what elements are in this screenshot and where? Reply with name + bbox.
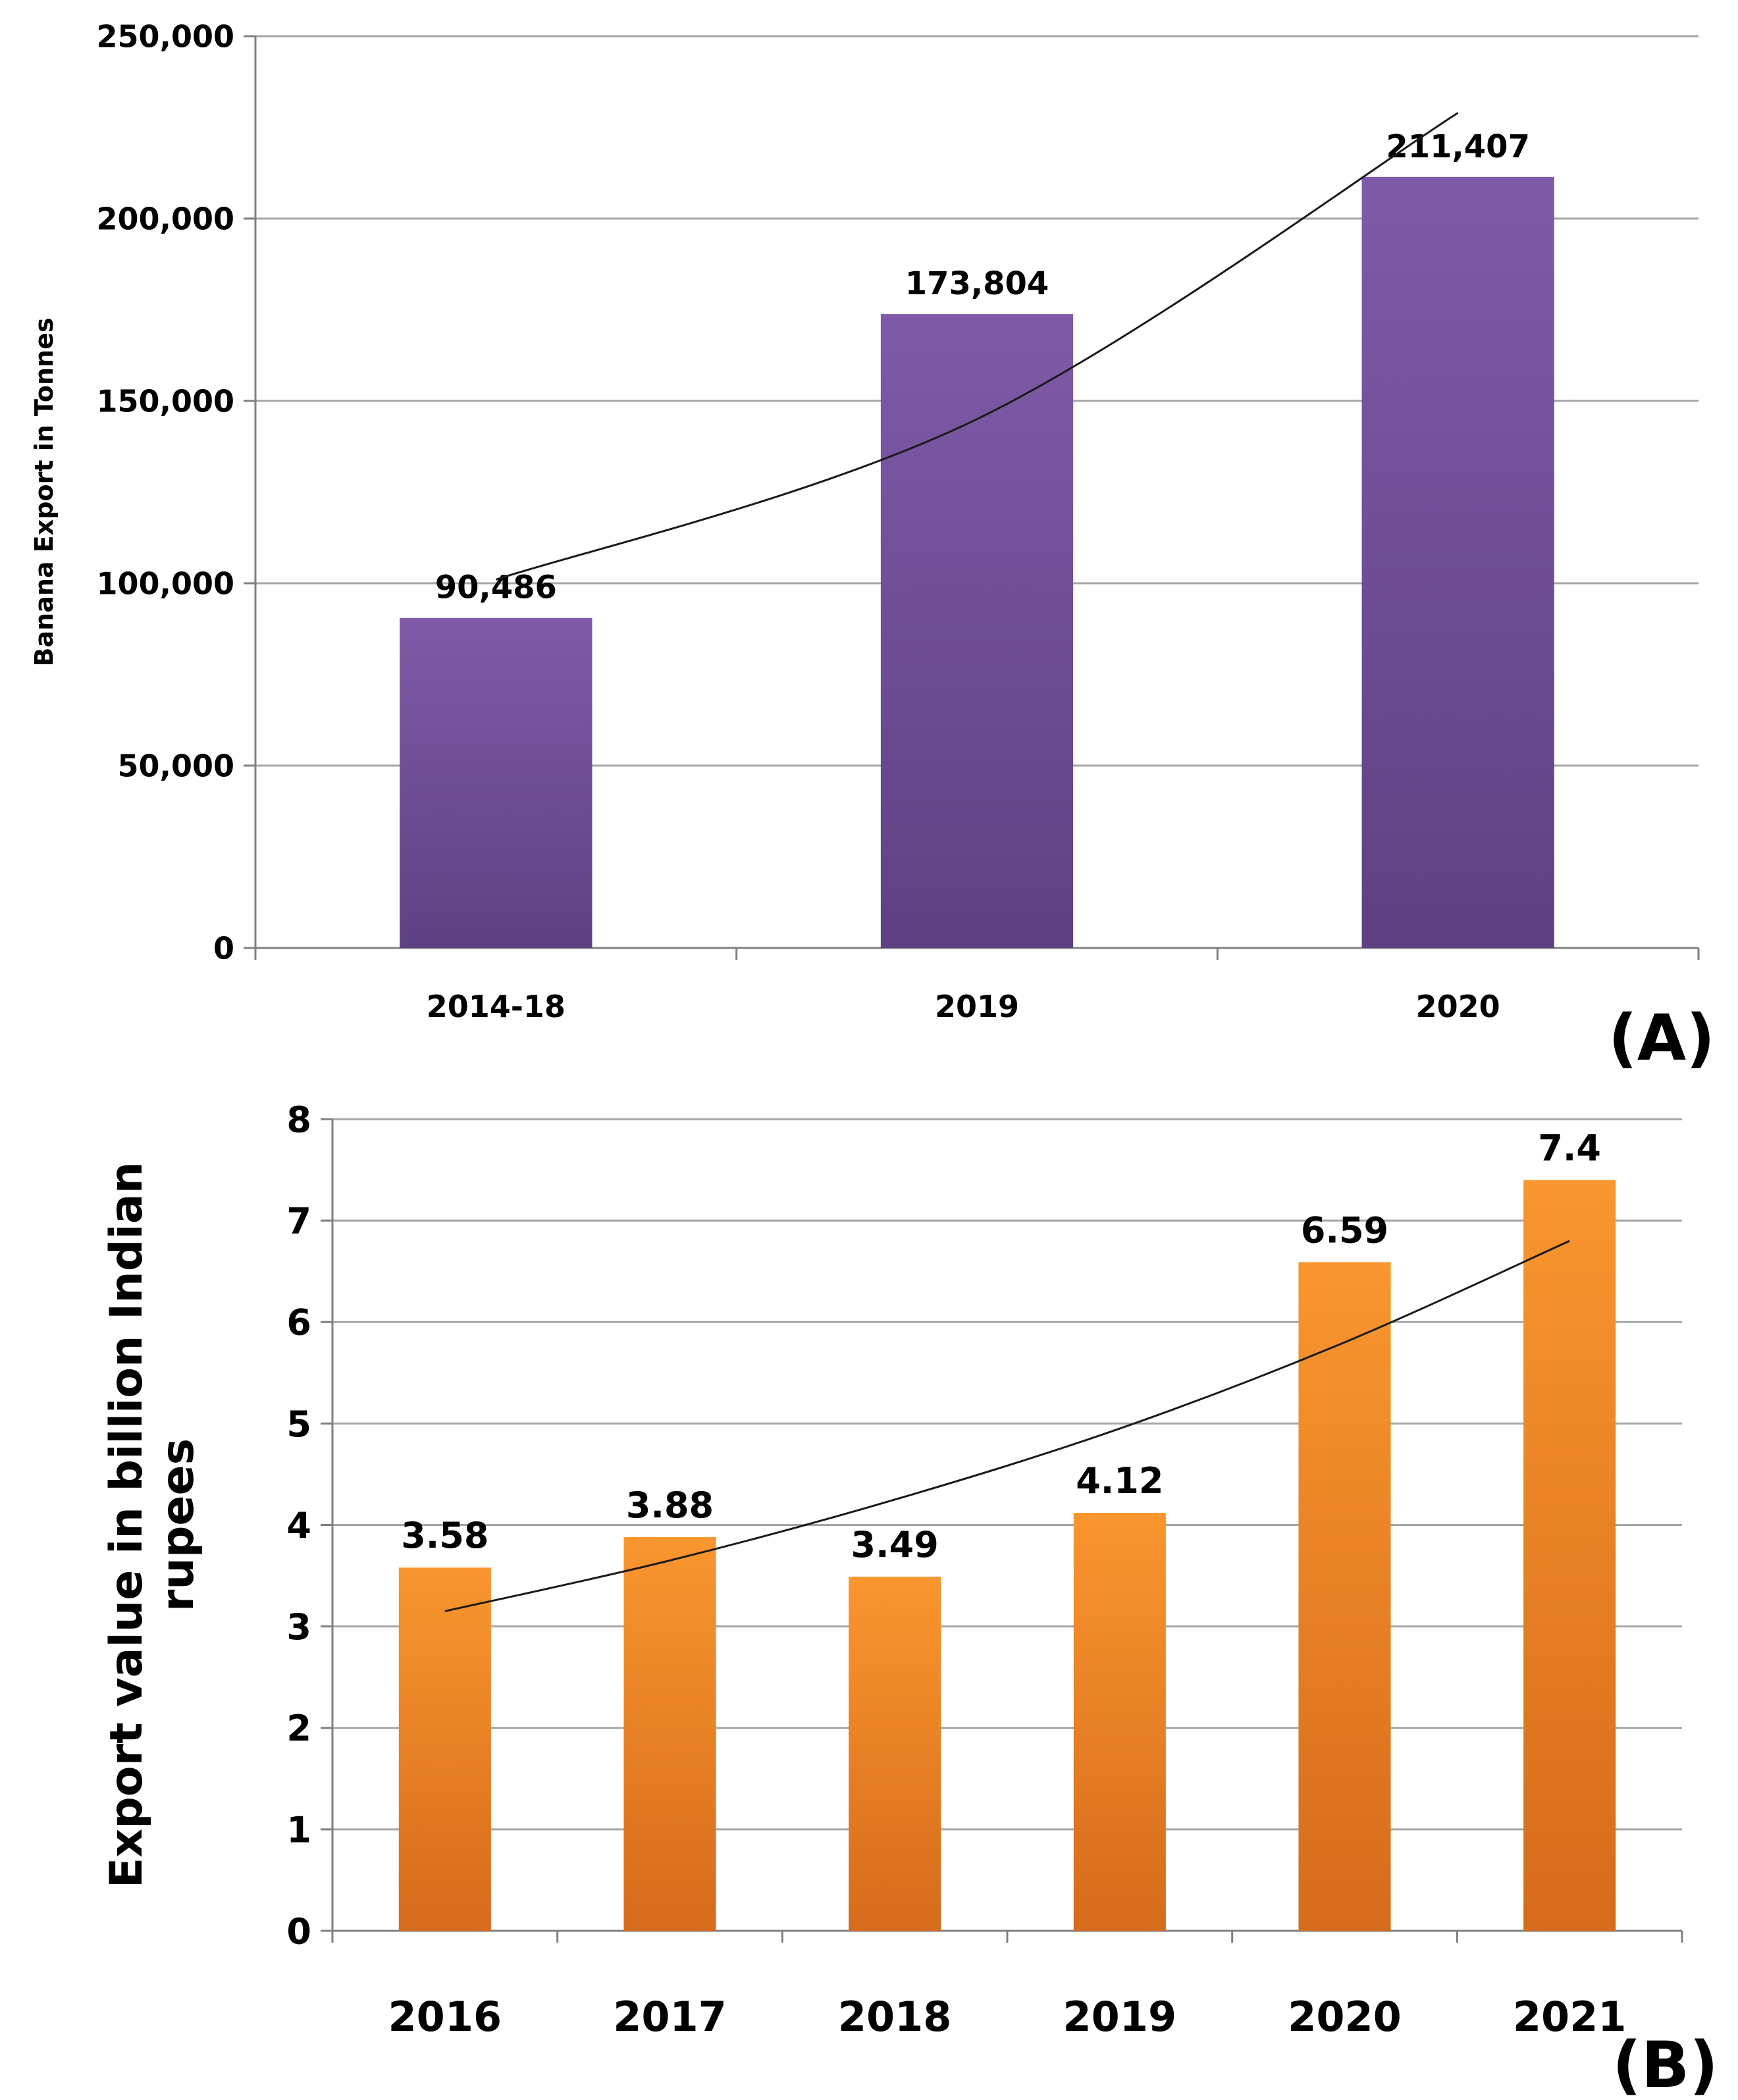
- y-axis-title: Banana Export in Tonnes: [30, 318, 59, 667]
- data-label: 3.88: [626, 1484, 714, 1526]
- y-axis-title: Export value in billion Indian: [101, 1162, 153, 1888]
- y-tick-label: 1: [286, 1809, 311, 1851]
- x-tick-label: 2014-18: [427, 989, 566, 1024]
- bar: [1073, 1513, 1166, 1931]
- y-tick-label: 8: [286, 1099, 311, 1140]
- x-tick-label: 2019: [935, 989, 1019, 1024]
- y-tick-label: 200,000: [96, 201, 234, 237]
- bar: [398, 1567, 491, 1931]
- bar: [623, 1536, 716, 1931]
- y-tick-label: 3: [286, 1606, 311, 1648]
- bar: [849, 1577, 941, 1931]
- x-tick-label: 2020: [1288, 1993, 1402, 2041]
- y-tick-label: 0: [286, 1910, 311, 1952]
- x-tick-label: 2019: [1063, 1993, 1177, 2041]
- x-tick-label: 2020: [1416, 989, 1500, 1024]
- y-tick-label: 2: [286, 1708, 311, 1749]
- trendline: [444, 1240, 1570, 1612]
- bar: [1361, 176, 1554, 949]
- panel-letter-b: (B): [1612, 2028, 1718, 2100]
- bar: [400, 617, 592, 948]
- y-tick-label: 100,000: [96, 566, 234, 602]
- data-label: 6.59: [1301, 1209, 1388, 1251]
- data-label: 211,407: [1386, 128, 1530, 165]
- chart-b: 0 1 2 3 4 5 6 7 8 3.58 2016 3.88 2017 3.49 2018 4.12 201…: [101, 1099, 1683, 2041]
- x-tick-label: 2021: [1513, 1993, 1627, 2041]
- trendline: [495, 112, 1459, 581]
- y-tick-label: 250,000: [96, 19, 234, 55]
- data-label: 173,804: [905, 265, 1049, 302]
- y-tick-label: 0: [213, 931, 234, 966]
- panel-letter-a: (A): [1608, 1001, 1715, 1075]
- y-tick-label: 4: [286, 1505, 311, 1546]
- x-tick-label: 2018: [838, 1993, 952, 2041]
- y-tick-label: 6: [286, 1302, 311, 1344]
- bar: [1523, 1180, 1616, 1931]
- chart-a: 0 50,000 100,000 150,000 200,000 250,000 90,48…: [30, 19, 1700, 1024]
- y-tick-label: 7: [286, 1201, 311, 1242]
- x-tick-label: 2017: [613, 1993, 727, 2041]
- bar: [880, 314, 1074, 948]
- data-label: 4.12: [1076, 1460, 1163, 1502]
- y-axis-title: rupees: [152, 1438, 204, 1612]
- data-label: 3.58: [401, 1515, 488, 1556]
- data-label: 3.49: [851, 1524, 939, 1565]
- data-label: 7.4: [1538, 1127, 1601, 1168]
- bar: [1298, 1262, 1391, 1931]
- x-tick-label: 2016: [388, 1993, 502, 2041]
- y-tick-label: 150,000: [96, 384, 234, 419]
- y-tick-label: 50,000: [117, 748, 234, 784]
- data-label: 90,486: [435, 569, 557, 606]
- y-tick-label: 5: [286, 1404, 311, 1445]
